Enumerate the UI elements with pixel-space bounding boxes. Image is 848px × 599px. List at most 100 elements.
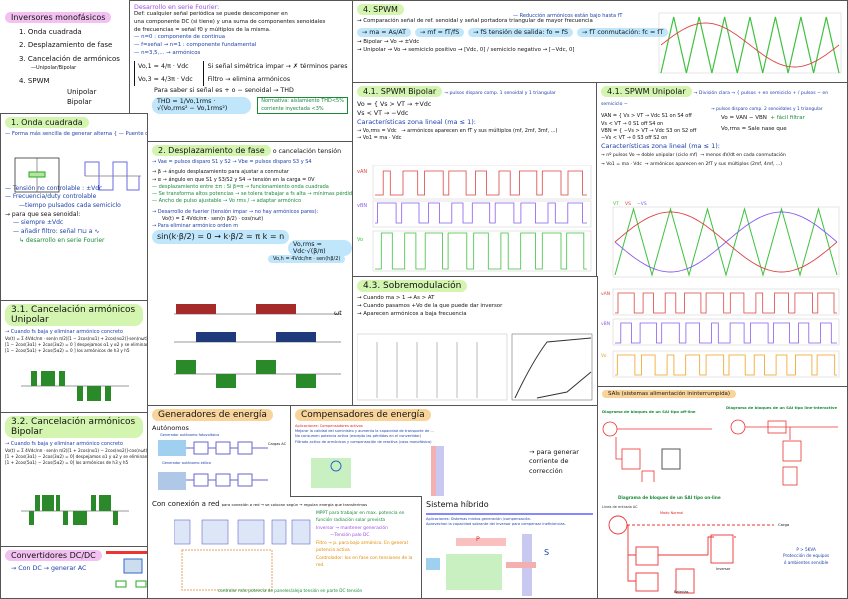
text-line: → Aparecen armónicos a baja frecuencia	[357, 310, 467, 317]
ma-formula: → ma = As/AT	[357, 27, 411, 37]
text-line: → β → ángulo desplazamiento para ajustar…	[152, 169, 289, 176]
text-line: Filtro → p. para bajo armónico. En gener…	[316, 540, 408, 554]
chart-frame	[658, 12, 842, 74]
heading-cancelacion-bipolar: 3.2. Cancelación armónicos Bipolar	[5, 416, 143, 438]
text-line: → nº pulsos Vo → doble unipolar (ciclo m…	[601, 152, 698, 158]
autonomous-generator-diagram	[158, 440, 268, 490]
chart-frame	[612, 350, 840, 378]
text-line: → para generar corriente de corrección	[529, 448, 579, 475]
text-line: Controlador: Ios en fase con tensiones d…	[316, 555, 413, 569]
compensator-diagram	[311, 446, 444, 496]
list-item: Unipolar	[67, 88, 97, 97]
text-line: — f=señal → n=1 : componente fundamental	[134, 42, 257, 49]
wave-label: vBN	[601, 321, 610, 327]
text-line: — Se transforma altos potencias → se tol…	[152, 191, 353, 197]
chart-frame	[612, 318, 840, 346]
heading-dcdc: Convertidores DC/DC	[5, 550, 102, 561]
heading-compensadores: Compensadores de energía	[295, 409, 431, 421]
text-line: — Ancho de pulso ajustable → Vo rms / → …	[152, 198, 302, 205]
wave-label: vAN	[601, 291, 610, 297]
grid-connection-diagram	[174, 519, 311, 591]
text-line: → Vo1 = ma · Vdc	[357, 134, 402, 141]
equation: [1 − 2cos(5α1) + 2cos(5α2) = 0 ] los arm…	[5, 348, 130, 354]
text-line: → Para eliminar armónico orden m	[152, 223, 239, 229]
text-line: — Reducción armónicos están bajo hasta f…	[513, 13, 623, 19]
text-line: MPPT para trabajar en max. potencia en f…	[316, 511, 405, 524]
equation: VBN = { −Vs > VT → Vdc S3 on S2 off	[601, 127, 697, 134]
list-item: 4. SPWM	[19, 76, 50, 85]
equation: Vo,rms = Sale nase que	[721, 126, 787, 133]
triangle-carrier	[614, 207, 838, 277]
text-line: Características zona lineal (ma ≤ 1):	[357, 118, 476, 127]
text-line: + fácil filtrar	[770, 115, 805, 122]
text-line: — Frecuencia/duty controlable	[5, 193, 97, 201]
heading-spwm-unipolar: 4.1. SPWM Unipolar	[601, 86, 692, 97]
equation: sin(k·β/2) = 0 → k·β/2 = π k = n	[152, 230, 290, 244]
dcdc-diagram	[106, 551, 156, 588]
text-line: Inversor → mantener generación	[316, 525, 388, 531]
text-line: — Forma más sencilla de generar alterna …	[5, 131, 148, 137]
panel-inversores: Inversores monofásicos 1. Onda cuadrada …	[0, 0, 131, 113]
panel-sobremodulacion: 4.3. Sobremodulación → Cuando ma > 1 → A…	[352, 276, 598, 406]
text-line: → α → ángulo en que S1 y S3/S2 y S4 → te…	[152, 176, 315, 183]
unipolar-waveform	[21, 371, 129, 401]
heading-cancelacion-unipolar: 3.1. Cancelación armónicos Unipolar	[5, 304, 143, 326]
heading-spwm: 4. SPWM	[357, 4, 404, 15]
heading-fourier: Desarrollo en serie Fourier:	[134, 4, 220, 11]
text-line: Aplicaciones: Compensadores activos	[295, 424, 363, 428]
text-line: → pulsos disparo comp. 2 senoidales y 1 …	[711, 107, 823, 112]
negative-sine-reference	[614, 211, 838, 273]
panel-generadores: Generadores de energía Autónomos Generad…	[147, 405, 292, 497]
text-line: Con conexión a red	[152, 500, 220, 508]
square-wave-plot	[84, 161, 141, 191]
panel-onda-cuadrada: 1. Onda cuadrada — Forma más sencilla de…	[0, 113, 148, 301]
list-item: 1. Onda cuadrada	[19, 28, 82, 36]
text-line: —tiempo pulsados cada semiciclo	[19, 201, 121, 209]
spwm-carrier-chart	[658, 12, 842, 74]
text-line: una componente DC (si tiene) y una suma …	[134, 18, 326, 25]
diagram-label: Baterías	[674, 590, 689, 594]
text-line: corriente inyectada <3%	[261, 105, 324, 112]
bipolar-waveform	[21, 495, 129, 525]
equation: [1 + 2cos(5α1) − 2cos(5α2) = 0] los armó…	[5, 460, 129, 466]
text-line: — desplazamiento entre ±π : Si β=π → fun…	[152, 183, 329, 190]
text-line: P > 5KVA	[796, 547, 816, 552]
phase-shift-waveforms	[174, 304, 341, 388]
text-line: → Comparación señal de ref. senoidal y s…	[357, 18, 593, 24]
triangle-carrier	[660, 16, 840, 74]
equation: [1 − 2cos(3α1) + 2cos(3α2) = 0 ] despeja…	[5, 342, 148, 348]
panel-sais: SAIs (sistemas alimentación ininterrumpi…	[597, 386, 848, 599]
text-line: → armónicos aparecen en fT y sus múltipl…	[401, 127, 558, 134]
fo-formula: → fS tensión de salida: fo = fS	[468, 27, 574, 37]
text-line: → Cuando pasamos +Vo de la que puede dar…	[357, 302, 503, 309]
label-s: S	[544, 548, 550, 557]
chart-frame	[372, 200, 592, 228]
unipolar-waveforms: VT VS −VS vAN vBN Vo	[601, 201, 840, 378]
text-line: para conexión a red → se colocan según →…	[221, 502, 368, 507]
vrms-formula: Vo,rms = Vdc·√(β/π)	[288, 240, 352, 256]
text-line: ↳ desarrollo en serie Fourier	[19, 236, 105, 244]
heading-sobremodulacion: 4.3. Sobremodulación	[357, 280, 468, 292]
diagram-label: Inversor	[716, 567, 731, 571]
equation: −Vs < VT → 0 S3 off S2 on	[601, 135, 668, 142]
chart-frame	[372, 165, 592, 200]
equation: VAN = { Vs > VT → Vdc S1 on S4 off	[601, 113, 692, 120]
text-line: → Cuando ma > 1 → As > AT	[357, 295, 435, 301]
text-line: → Vo1 = ma · Vdc	[601, 161, 642, 167]
fc-formula: → fT conmutación: fc = fT	[577, 27, 669, 37]
diagram-label: Generador autónomo eólico	[162, 461, 211, 465]
wave-label: vBN	[357, 203, 367, 209]
diagram-label: Generador autónomo fotovoltaico	[160, 433, 220, 438]
chart-frame	[372, 230, 592, 272]
text-line: Normativa: aislamiento THD<5%	[261, 98, 344, 105]
text-line: Autónomos	[152, 424, 189, 432]
text-line: → Desarrollo de fuerier (tensión impar →…	[152, 208, 319, 215]
van-wave	[615, 292, 837, 314]
diagram-label: Línea de entrada AC	[602, 505, 638, 509]
wave-label: Vo	[601, 353, 607, 359]
text-line: Def: cualquier señal periódica se puede …	[134, 11, 288, 17]
text-line: Si señal simétrica impar → ✗ términos pa…	[207, 62, 348, 70]
bipolar-waveforms: vAN vBN Vo	[357, 165, 592, 272]
chart-frame	[612, 288, 840, 316]
equation: Vo,3 = 4/3π · Vdc	[138, 75, 193, 83]
